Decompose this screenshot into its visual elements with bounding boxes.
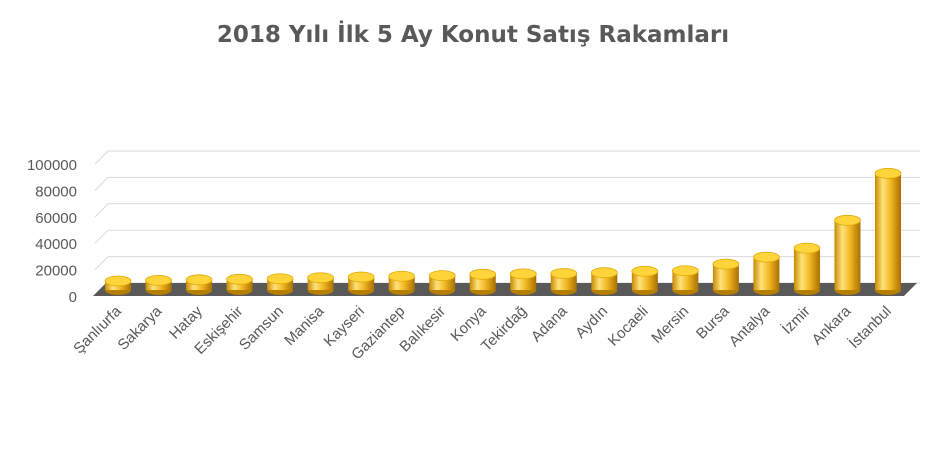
bar-kayseri <box>347 271 375 295</box>
bar-body <box>753 257 780 290</box>
bar-tekirdağ <box>509 268 537 295</box>
x-tick-label: İstanbul <box>845 302 895 352</box>
bar-top <box>428 270 456 282</box>
bar-aydın <box>590 267 618 295</box>
bar-top <box>509 268 537 280</box>
bar-top <box>712 258 740 270</box>
bar-top <box>550 268 578 279</box>
bar-bursa <box>712 258 740 295</box>
y-tick-label: 0 <box>69 289 77 306</box>
y-tick-label: 100000 <box>27 157 77 174</box>
x-tick-label: Sakarya <box>114 302 165 353</box>
bar-hatay <box>185 274 213 295</box>
bar-top <box>145 274 172 286</box>
bar-ankara <box>834 214 861 295</box>
bar-top <box>185 274 213 286</box>
floor-plane <box>93 283 917 296</box>
bar-top <box>753 251 780 263</box>
gridline-depth <box>94 229 109 244</box>
bar-kocaeli <box>631 265 659 295</box>
x-tick-label: Antalya <box>726 302 774 350</box>
bar-top <box>590 267 618 279</box>
bar-eskişehir <box>226 273 253 295</box>
bar-sakarya <box>145 274 172 295</box>
x-tick-label: Mersin <box>648 303 692 347</box>
x-tick-label: Samsun <box>236 303 287 354</box>
bar-top <box>874 168 902 179</box>
bar-body <box>267 278 294 290</box>
gridline-depth <box>94 177 109 191</box>
bar-adana <box>550 268 578 295</box>
bar-top <box>226 273 253 285</box>
bar-top <box>104 275 132 287</box>
x-tick-label: İzmir <box>778 302 814 338</box>
bar-antalya <box>753 251 780 295</box>
bars <box>104 168 902 295</box>
y-tick-label: 80000 <box>35 183 77 200</box>
gridline-depth <box>94 203 109 218</box>
bar-i̇stanbul <box>874 168 902 295</box>
x-tick-label: Adana <box>528 302 571 345</box>
bar-body <box>672 270 699 290</box>
gridline-depth <box>94 256 109 270</box>
bar-mersin <box>671 265 699 295</box>
bar-top <box>388 270 416 282</box>
bar-i̇zmir <box>793 242 821 295</box>
y-axis-ticks: 0 20000 40000 60000 80000 100000 <box>27 157 77 306</box>
bar-top <box>671 265 699 277</box>
bar-gaziantep <box>388 270 416 295</box>
x-tick-label: Kocaeli <box>605 303 652 350</box>
bar-body <box>875 173 901 290</box>
x-tick-label: Manisa <box>281 302 328 349</box>
bar-top <box>307 272 335 284</box>
chart-title: 2018 Yılı İlk 5 Ay Konut Satış Rakamları <box>216 22 730 48</box>
bar-samsun <box>266 273 294 295</box>
x-tick-label: Şanlıurfa <box>70 302 125 357</box>
y-tick-label: 20000 <box>35 263 77 280</box>
bar-top <box>347 271 375 283</box>
bar-balıkesir <box>428 270 456 295</box>
bar-top <box>266 273 294 285</box>
bar-şanlıurfa <box>104 275 132 295</box>
y-tick-label: 60000 <box>35 210 77 227</box>
bar-top <box>834 214 861 226</box>
y-tick-label: 40000 <box>35 236 77 253</box>
bar-konya <box>469 268 497 295</box>
bar-top <box>631 265 659 277</box>
gridline-depth <box>94 150 109 165</box>
bar-body <box>793 248 820 290</box>
bar-manisa <box>307 272 335 295</box>
x-tick-label: Tekirdağ <box>478 303 530 355</box>
chart-floor <box>93 283 917 296</box>
bar-body <box>834 220 861 290</box>
bar-top <box>793 242 821 254</box>
bar-top <box>469 268 497 280</box>
